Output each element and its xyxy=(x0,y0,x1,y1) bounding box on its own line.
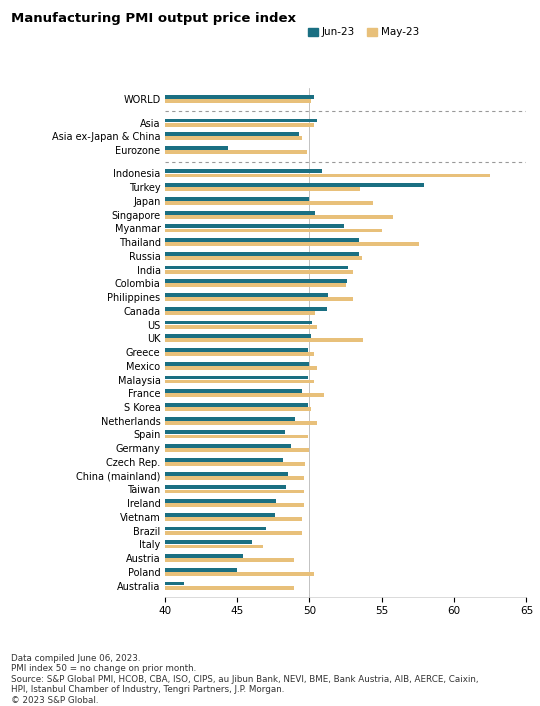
Bar xyxy=(165,527,266,530)
Bar xyxy=(165,393,324,397)
Bar xyxy=(165,132,299,136)
Text: Manufacturing PMI output price index: Manufacturing PMI output price index xyxy=(11,12,296,25)
Bar xyxy=(165,210,315,215)
Bar xyxy=(165,229,382,232)
Bar xyxy=(165,435,308,438)
Bar xyxy=(165,100,311,103)
Bar xyxy=(165,95,314,99)
Bar xyxy=(165,174,490,177)
Bar xyxy=(165,201,373,205)
Bar xyxy=(165,376,308,379)
Bar xyxy=(165,270,353,274)
Bar xyxy=(165,225,344,228)
Bar xyxy=(165,325,316,328)
Bar xyxy=(165,503,303,507)
Bar xyxy=(165,136,302,140)
Bar xyxy=(165,476,303,479)
Text: Data compiled June 06, 2023.
PMI index 50 = no change on prior month.
Source: S&: Data compiled June 06, 2023. PMI index 5… xyxy=(11,654,478,705)
Bar xyxy=(165,238,359,242)
Bar xyxy=(165,361,309,366)
Bar xyxy=(165,348,308,352)
Bar xyxy=(165,215,393,219)
Bar xyxy=(165,169,322,173)
Bar xyxy=(165,297,353,301)
Bar xyxy=(165,513,275,517)
Bar xyxy=(165,540,252,544)
Bar xyxy=(165,499,276,503)
Bar xyxy=(165,444,291,448)
Bar xyxy=(165,544,263,549)
Bar xyxy=(165,366,316,370)
Bar xyxy=(165,293,328,297)
Bar xyxy=(165,421,316,425)
Bar xyxy=(165,403,308,407)
Bar xyxy=(165,280,347,283)
Bar xyxy=(165,146,228,150)
Bar xyxy=(165,183,424,187)
Bar xyxy=(165,265,348,270)
Bar xyxy=(165,462,305,466)
Bar xyxy=(165,448,309,452)
Bar xyxy=(165,311,315,315)
Bar xyxy=(165,586,294,590)
Bar xyxy=(165,321,312,325)
Bar xyxy=(165,307,327,311)
Bar xyxy=(165,568,237,572)
Bar xyxy=(165,431,285,434)
Bar xyxy=(165,517,302,521)
Bar xyxy=(165,554,243,558)
Bar xyxy=(165,486,286,489)
Bar xyxy=(165,389,302,393)
Bar xyxy=(165,197,309,201)
Legend: Jun-23, May-23: Jun-23, May-23 xyxy=(308,28,419,37)
Bar xyxy=(165,572,314,576)
Bar xyxy=(165,582,184,585)
Bar xyxy=(165,458,284,462)
Bar xyxy=(165,558,294,562)
Bar xyxy=(165,380,314,383)
Bar xyxy=(165,338,363,342)
Bar xyxy=(165,256,361,260)
Bar xyxy=(165,123,314,126)
Bar xyxy=(165,284,346,287)
Bar xyxy=(165,489,303,493)
Bar xyxy=(165,252,359,256)
Bar xyxy=(165,150,307,154)
Bar xyxy=(165,352,314,356)
Bar xyxy=(165,472,288,476)
Bar xyxy=(165,242,420,246)
Bar xyxy=(165,417,295,421)
Bar xyxy=(165,187,360,191)
Bar xyxy=(165,119,316,122)
Bar xyxy=(165,407,311,411)
Bar xyxy=(165,531,302,534)
Bar xyxy=(165,335,311,338)
